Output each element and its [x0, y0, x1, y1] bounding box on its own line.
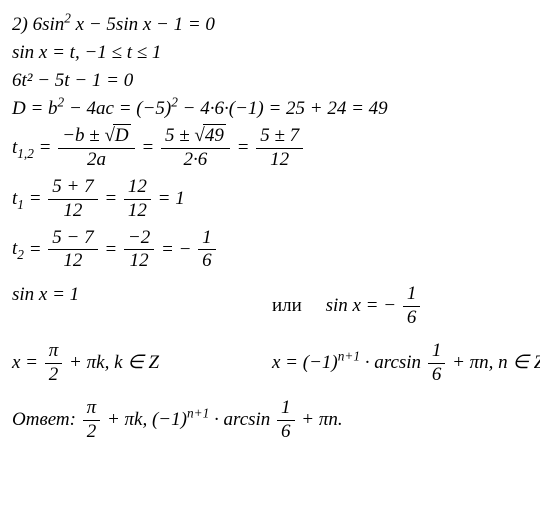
eq-part1: 6sin [33, 14, 65, 35]
t12-frac1: −b ± √D 2a [58, 126, 134, 171]
t2-label: t2 [12, 238, 24, 259]
t1-label: t1 [12, 188, 24, 209]
sol-left-frac: π 2 [45, 341, 63, 386]
problem-number: 2) [12, 14, 28, 35]
cases-row: sin x = 1 или sin x = − 1 6 [12, 278, 528, 335]
answer-frac1: π 2 [83, 398, 101, 443]
quadratic-text: 6t² − 5t − 1 = 0 [12, 70, 133, 91]
t2-tail-a: = − [161, 238, 196, 259]
sub-bounds: −1 ≤ t ≤ 1 [84, 42, 161, 63]
problem-equation: 2) 6sin2 x − 5sin x − 1 = 0 [12, 14, 528, 36]
answer-frac2: 1 6 [277, 398, 295, 443]
d-mid2: − 4·6·(−1) = 25 + 24 = 49 [178, 98, 388, 119]
eq-sup: 2 [64, 11, 71, 26]
t1-frac1: 5 + 7 12 [48, 177, 97, 222]
case-left: sin x = 1 [12, 284, 272, 306]
d-paren: (−5) [136, 98, 171, 119]
d-mid1: − 4ac = [64, 98, 136, 119]
answer-line: Ответ: π 2 + πk, (−1)n+1 · arcsin 1 6 + … [12, 398, 528, 443]
d-lhs: D = b [12, 98, 58, 119]
or-word: или [272, 295, 302, 316]
discriminant-line: D = b2 − 4ac = (−5)2 − 4·6·(−1) = 25 + 2… [12, 98, 528, 120]
case-right-frac: 1 6 [403, 284, 421, 329]
sol-left: x = π 2 + πk, k ∈ Z [12, 341, 272, 386]
case-right: или sin x = − 1 6 [272, 284, 422, 329]
t12-line: t1,2 = −b ± √D 2a = 5 ± √49 2·6 = 5 ± 7 … [12, 126, 528, 171]
t12-label: t1,2 [12, 137, 34, 158]
t12-frac2: 5 ± √49 2·6 [161, 126, 230, 171]
t2-frac3: 1 6 [198, 228, 216, 273]
eq-part2: x − 5sin x − 1 = 0 [71, 14, 215, 35]
substitution-line: sin x = t, −1 ≤ t ≤ 1 [12, 42, 528, 64]
sol-right-frac: 1 6 [428, 341, 446, 386]
sub-lhs: sin x = t, [12, 42, 84, 63]
t12-frac3: 5 ± 7 12 [256, 126, 303, 171]
t1-frac2: 12 12 [124, 177, 151, 222]
t1-tail: = 1 [158, 188, 185, 209]
t2-frac1: 5 − 7 12 [48, 228, 97, 273]
sol-right: x = (−1)n+1 · arcsin 1 6 + πn, n ∈ Z [272, 341, 540, 386]
t2-frac2: −2 12 [124, 228, 154, 273]
solutions-row: x = π 2 + πk, k ∈ Z x = (−1)n+1 · arcsin… [12, 335, 528, 392]
d-sup2: 2 [171, 95, 178, 110]
answer-label: Ответ [12, 409, 70, 430]
t2-line: t2 = 5 − 7 12 = −2 12 = − 1 6 [12, 228, 528, 273]
t1-line: t1 = 5 + 7 12 = 12 12 = 1 [12, 177, 528, 222]
quadratic-line: 6t² − 5t − 1 = 0 [12, 70, 528, 92]
